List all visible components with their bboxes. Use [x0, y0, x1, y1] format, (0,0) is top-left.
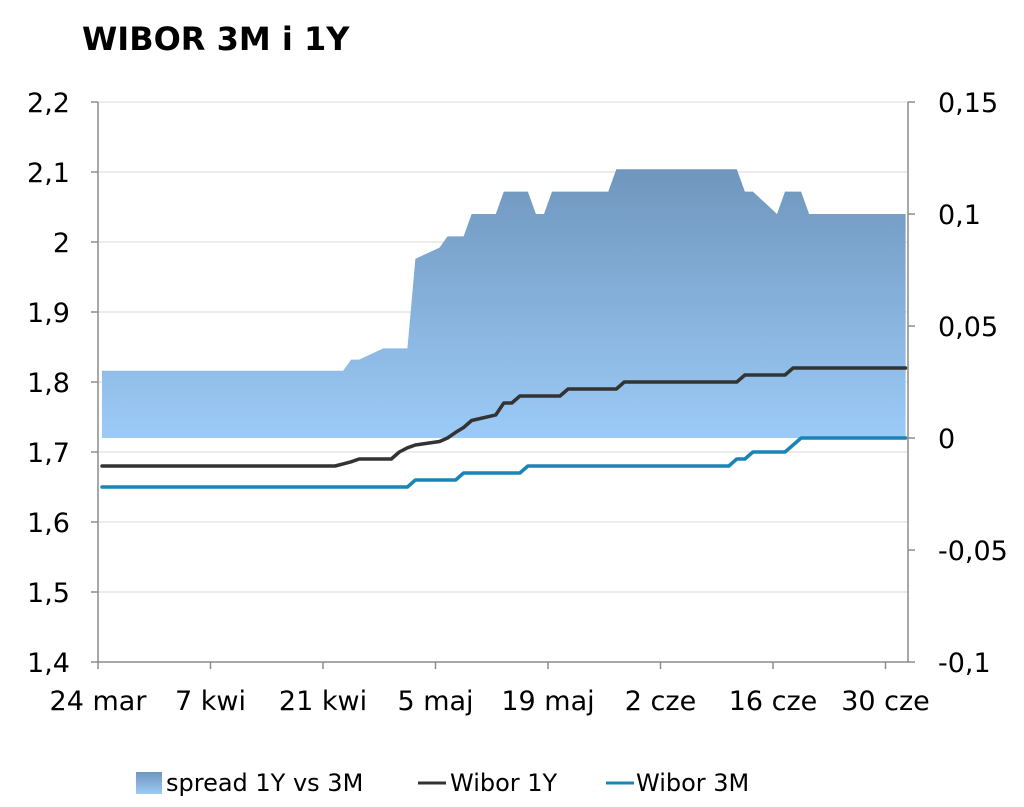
- y-left-tick-label: 1,7: [27, 438, 70, 469]
- x-tick-label: 2 cze: [625, 686, 696, 717]
- y-left-tick-label: 1,4: [27, 648, 70, 679]
- y-right-tick-label: -0,05: [938, 536, 1008, 567]
- legend-label-spread: spread 1Y vs 3M: [166, 769, 363, 797]
- y-axis-right-ticks: 0,15 0,1 0,05 0 -0,05 -0,1: [938, 88, 1008, 679]
- series-line-wibor-3m: [100, 436, 908, 489]
- y-right-tick-label: 0,15: [938, 88, 998, 119]
- y-right-tick-label: -0,1: [938, 648, 991, 679]
- x-tick-label: 5 maj: [397, 686, 473, 717]
- lines-layer: [100, 366, 908, 489]
- y-left-tick-label: 1,8: [27, 368, 70, 399]
- y-left-tick-label: 1,5: [27, 578, 70, 609]
- x-tick-label: 21 kwi: [279, 686, 367, 717]
- y-left-tick-label: 1,6: [27, 508, 70, 539]
- y-left-tick-label: 1,9: [27, 298, 70, 329]
- x-tick-label: 16 cze: [729, 686, 818, 717]
- y-left-tick-label: 2,2: [27, 88, 70, 119]
- x-tick-label: 19 maj: [501, 686, 594, 717]
- x-tick-label: 24 mar: [50, 686, 148, 717]
- y-right-tick-label: 0,05: [938, 312, 998, 343]
- spread-area-layer: [102, 169, 906, 438]
- y-axis-left-ticks: 2,2 2,1 2 1,9 1,8 1,7 1,6 1,5 1,4: [27, 88, 70, 679]
- y-right-tick-label: 0: [938, 424, 955, 455]
- legend: spread 1Y vs 3M Wibor 1Y Wibor 3M: [136, 769, 749, 797]
- y-right-tick-label: 0,1: [938, 200, 981, 231]
- legend-label-wibor-3m: Wibor 3M: [636, 769, 749, 797]
- x-tick-label: 7 kwi: [175, 686, 246, 717]
- series-line-wibor-1y: [100, 366, 908, 468]
- x-tick-label: 30 cze: [841, 686, 930, 717]
- y-left-tick-label: 2,1: [27, 158, 70, 189]
- y-left-tick-label: 2: [53, 228, 70, 259]
- legend-label-wibor-1y: Wibor 1Y: [450, 769, 558, 797]
- x-axis-ticks: 24 mar 7 kwi 21 kwi 5 maj 19 maj 2 cze 16 cze 3…: [50, 686, 930, 717]
- chart-title: WIBOR 3M i 1Y: [82, 20, 350, 58]
- series-area-spread: [102, 169, 906, 438]
- axes: [91, 101, 915, 669]
- legend-swatch-spread: [136, 772, 162, 794]
